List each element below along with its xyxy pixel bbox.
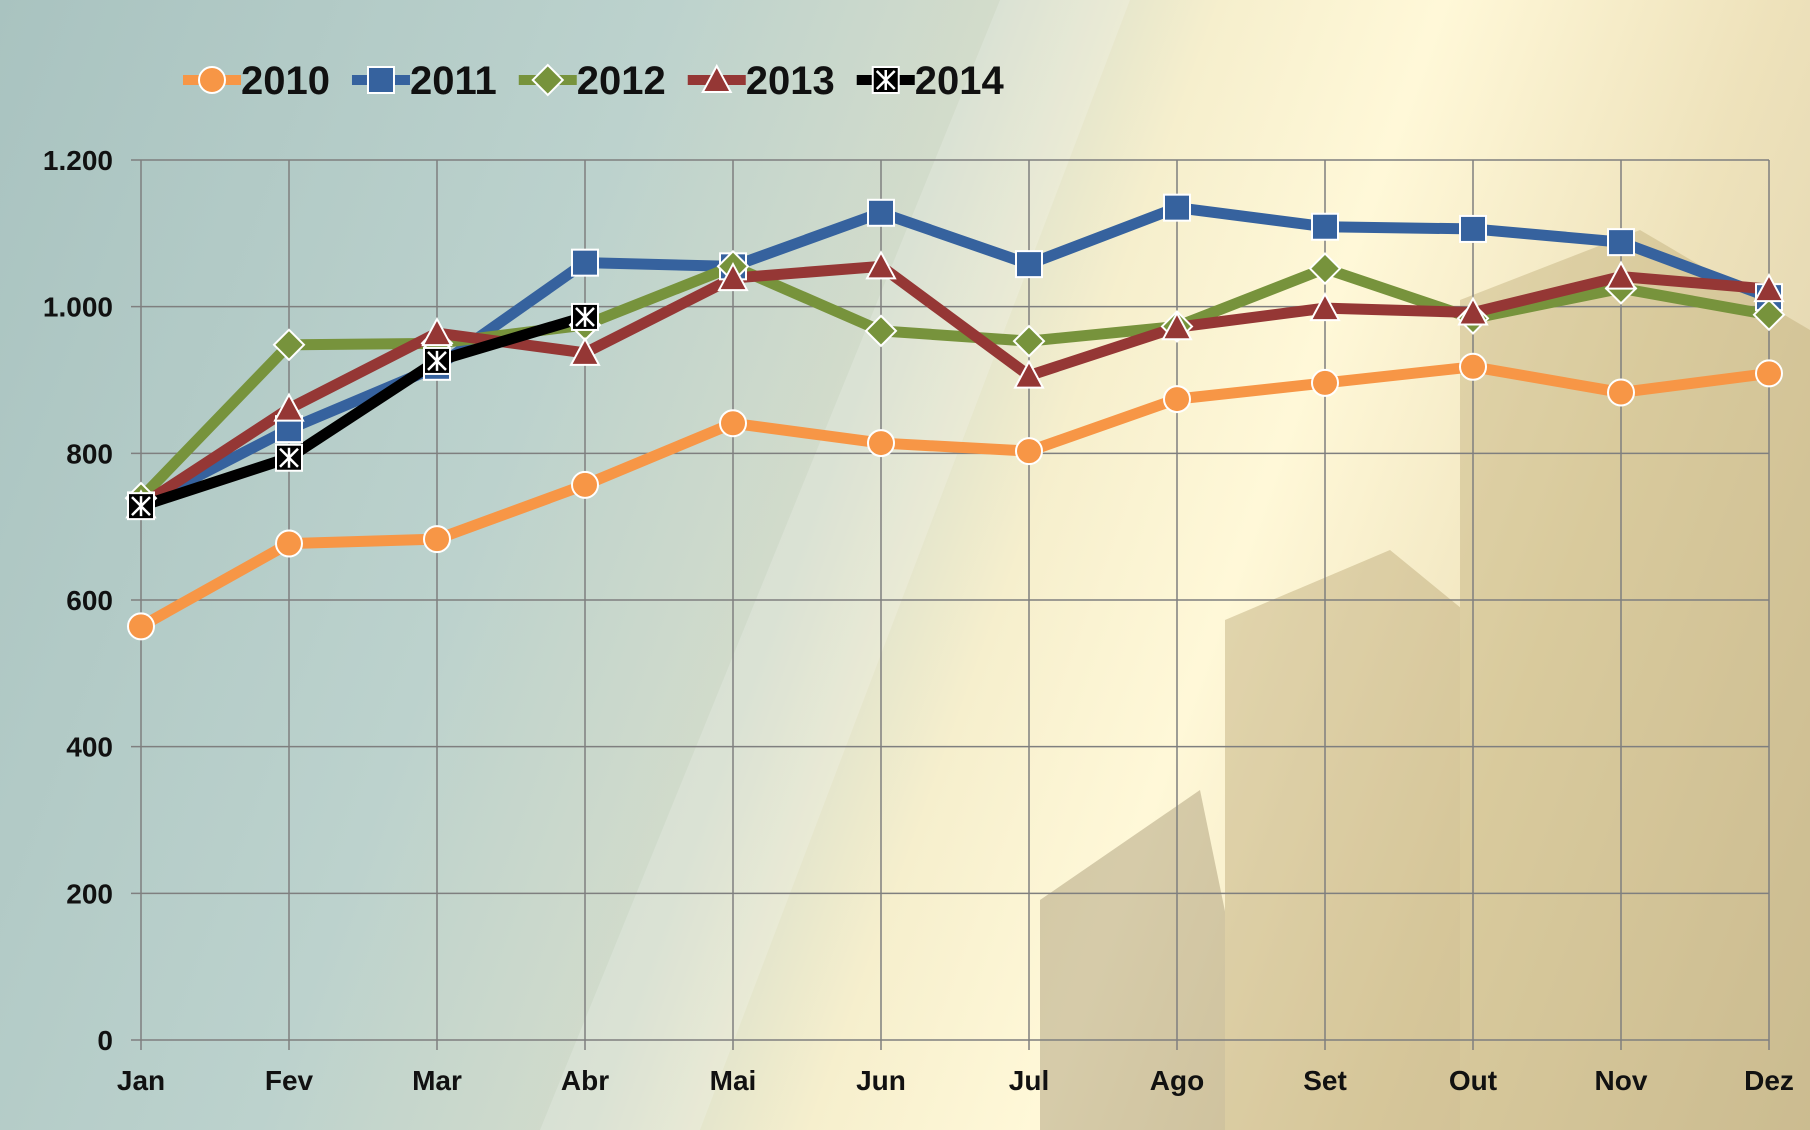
y-tick-label: 200 (66, 878, 113, 909)
legend-marker (368, 67, 394, 93)
marker (1016, 438, 1042, 464)
marker (424, 348, 450, 374)
y-tick-label: 600 (66, 585, 113, 616)
legend-label: 2014 (915, 59, 1005, 103)
marker (1608, 379, 1634, 405)
legend-entry: 2013 (688, 59, 835, 103)
x-tick-label: Dez (1744, 1065, 1794, 1096)
marker (1310, 254, 1340, 284)
marker (1608, 229, 1634, 255)
x-tick-label: Out (1449, 1065, 1497, 1096)
background-decor (540, 0, 1810, 1130)
marker (128, 493, 154, 519)
marker (1016, 251, 1042, 277)
y-tick-label: 800 (66, 438, 113, 469)
marker (868, 200, 894, 226)
x-tick-label: Ago (1150, 1065, 1204, 1096)
marker (868, 430, 894, 456)
x-tick-label: Mar (412, 1065, 462, 1096)
marker (1460, 354, 1486, 380)
marker (1460, 216, 1486, 242)
x-tick-label: Nov (1595, 1065, 1648, 1096)
x-tick-label: Fev (265, 1065, 314, 1096)
legend-entry: 2011 (352, 59, 497, 103)
x-tick-label: Jul (1009, 1065, 1049, 1096)
marker (1756, 360, 1782, 386)
y-tick-label: 1.000 (43, 292, 113, 323)
marker (572, 472, 598, 498)
marker (1014, 326, 1044, 356)
x-tick-label: Jan (117, 1065, 165, 1096)
chart: 0 200 400 600 800 1.000 1.200 Jan Fev Mar Abr Mai Ju… (0, 0, 1810, 1130)
legend-marker (873, 67, 899, 93)
y-tick-label: 400 (66, 732, 113, 763)
decor-bar (1460, 230, 1810, 1130)
marker (572, 250, 598, 276)
legend-entry: 2014 (857, 59, 1005, 103)
legend-marker (533, 65, 563, 95)
legend-label: 2010 (241, 59, 330, 103)
y-tick-label: 1.200 (43, 145, 113, 176)
marker (1164, 386, 1190, 412)
legend-label: 2011 (410, 59, 497, 103)
x-tick-label: Mai (710, 1065, 757, 1096)
legend-label: 2013 (746, 59, 835, 103)
marker (276, 531, 302, 557)
y-tick-label: 0 (97, 1025, 113, 1056)
marker (424, 526, 450, 552)
legend-marker (199, 67, 225, 93)
x-tick-label: Set (1303, 1065, 1347, 1096)
legend-label: 2012 (577, 59, 666, 103)
marker (276, 445, 302, 471)
marker (1312, 214, 1338, 240)
marker (572, 304, 598, 330)
x-tick-label: Jun (856, 1065, 906, 1096)
marker (720, 410, 746, 436)
marker (1312, 370, 1338, 396)
marker (1164, 195, 1190, 221)
decor-bar (1225, 550, 1500, 1130)
legend-entry: 2012 (519, 59, 666, 103)
marker (128, 613, 154, 639)
chart-background: 0 200 400 600 800 1.000 1.200 Jan Fev Mar Abr Mai Ju… (0, 0, 1810, 1130)
legend-entry: 2010 (183, 59, 330, 103)
x-tick-label: Abr (561, 1065, 609, 1096)
